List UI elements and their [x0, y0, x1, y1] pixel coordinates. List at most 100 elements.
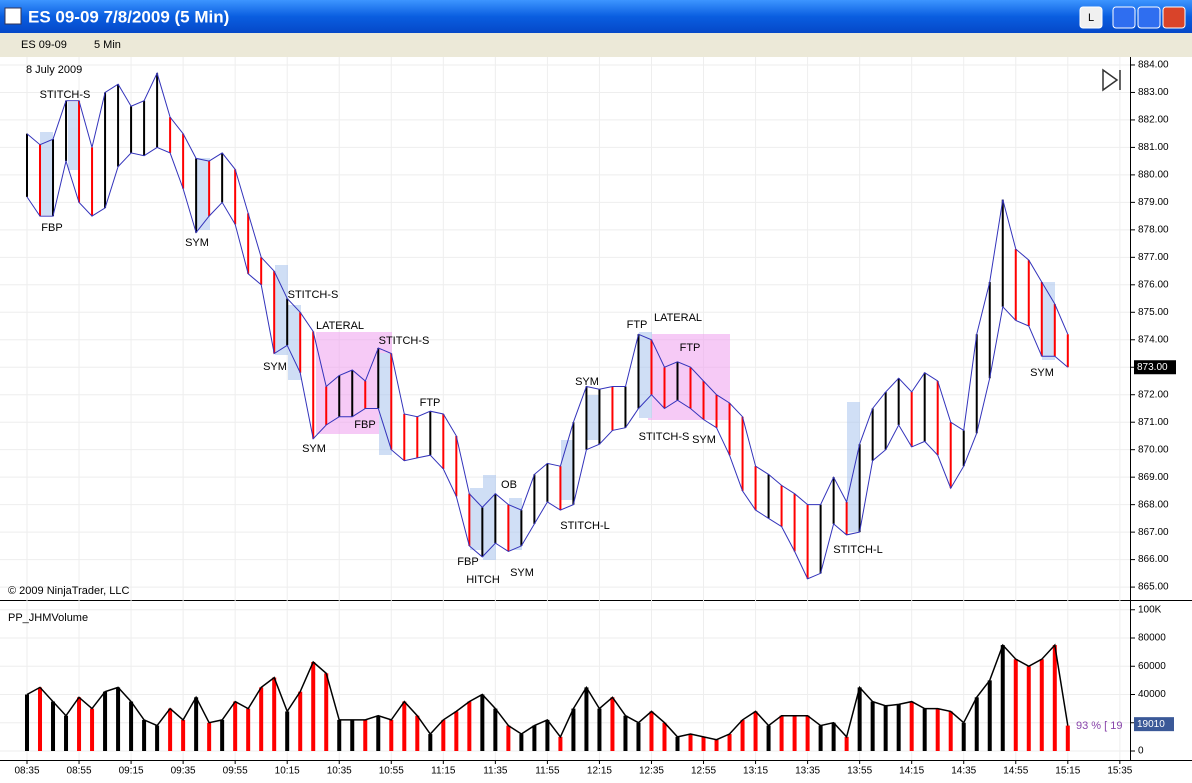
- annotation: FBP: [354, 419, 375, 431]
- zone: [40, 132, 53, 215]
- x-tick-label: 13:15: [743, 766, 768, 777]
- volume-bar: [532, 725, 537, 751]
- volume-bar: [1039, 659, 1044, 751]
- annotation: STITCH-L: [560, 520, 610, 532]
- volume-bar: [38, 687, 43, 751]
- volume-bar: [116, 687, 121, 751]
- instrument-selector[interactable]: ES 09-09: [21, 39, 67, 51]
- annotation: STITCH-L: [833, 544, 883, 556]
- volume-bar: [311, 662, 316, 751]
- y-tick-label: 0: [1138, 746, 1144, 757]
- y-tick-label: 865.00: [1138, 582, 1169, 593]
- volume-bar: [77, 697, 82, 751]
- volume-bar: [714, 739, 719, 751]
- zone: [1042, 282, 1055, 360]
- volume-bar: [376, 715, 381, 751]
- y-tick-label: 868.00: [1138, 499, 1169, 510]
- volume-line: [26, 643, 1069, 741]
- zone: [483, 475, 496, 560]
- volume-bar: [441, 719, 446, 751]
- x-tick-label: 11:55: [535, 766, 560, 777]
- volume-bar: [142, 719, 147, 751]
- date-label: 8 July 2009: [26, 64, 82, 76]
- zone: [509, 498, 522, 550]
- y-tick-label: 871.00: [1138, 417, 1169, 428]
- zone: [470, 488, 483, 550]
- x-tick-label: 13:35: [795, 766, 820, 777]
- l-button[interactable]: [1079, 6, 1103, 29]
- y-tick-label: 882.00: [1138, 115, 1169, 126]
- interval-selector[interactable]: 5 Min: [94, 39, 121, 51]
- volume-bar: [428, 734, 433, 751]
- annotation: HITCH: [466, 574, 500, 586]
- y-tick-label: 80000: [1138, 633, 1166, 644]
- shading: [40, 102, 1055, 560]
- scroll-end-button[interactable]: [1102, 68, 1121, 92]
- volume-bar: [1052, 645, 1057, 751]
- x-tick-label: 10:35: [327, 766, 352, 777]
- y-tick-label: 866.00: [1138, 554, 1169, 565]
- volume-bar: [974, 697, 979, 751]
- volume-bar: [675, 736, 680, 751]
- x-tick-label: 12:55: [691, 766, 716, 777]
- volume-bar: [155, 725, 160, 751]
- volume-bar: [636, 722, 641, 751]
- y-tick-label: 884.00: [1138, 60, 1169, 71]
- zone: [587, 395, 600, 440]
- volume-bar: [883, 705, 888, 751]
- x-tick-label: 08:55: [67, 766, 92, 777]
- minimize-button[interactable]: [1112, 6, 1136, 29]
- volume-bar: [584, 687, 589, 751]
- volume-bar: [350, 719, 355, 751]
- x-tick-label: 11:35: [483, 766, 508, 777]
- volume-bar: [701, 736, 706, 751]
- y-tick-label: 100K: [1138, 604, 1162, 615]
- volume-bar: [558, 736, 563, 751]
- x-tick-label: 15:15: [1055, 766, 1080, 777]
- volume-bar: [805, 715, 810, 751]
- y-tick-label: 870.00: [1138, 444, 1169, 455]
- x-tick-label: 08:35: [14, 766, 39, 777]
- maximize-button[interactable]: [1137, 6, 1161, 29]
- x-tick-label: 10:55: [379, 766, 404, 777]
- volume-bar: [844, 736, 849, 751]
- volume-bar: [402, 701, 407, 751]
- volume-bar: [649, 711, 654, 751]
- copyright: © 2009 NinjaTrader, LLC: [8, 585, 129, 597]
- volume-bar: [1000, 645, 1005, 751]
- y-tick-label: 880.00: [1138, 170, 1169, 181]
- annotation: LATERAL: [316, 320, 364, 332]
- annotation: OB: [501, 479, 517, 491]
- volume-bar: [337, 719, 342, 751]
- app-icon: [4, 7, 22, 25]
- last-price-box: [1134, 360, 1176, 375]
- title-bar: [0, 0, 1192, 33]
- annotation: FTP: [680, 342, 701, 354]
- x-tick-label: 15:35: [1107, 766, 1132, 777]
- annotation: STITCH-S: [639, 431, 690, 443]
- volume-bar: [610, 697, 615, 751]
- volume-bar: [948, 711, 953, 751]
- zone: [379, 353, 392, 455]
- x-tick-label: 12:35: [639, 766, 664, 777]
- x-tick-label: 14:35: [951, 766, 976, 777]
- zone: [561, 440, 574, 500]
- volume-bar: [272, 677, 277, 751]
- volume-bar: [623, 715, 628, 751]
- volume-bar: [766, 725, 771, 751]
- volume-bar: [1026, 666, 1031, 751]
- l-glyph: L: [1088, 12, 1094, 24]
- volume-bar: [454, 711, 459, 751]
- annotation: STITCH-S: [379, 335, 430, 347]
- annotation: SYM: [302, 443, 326, 455]
- annotation: SYM: [263, 361, 287, 373]
- zone: [197, 158, 210, 230]
- volume-bar: [220, 719, 225, 751]
- close-button[interactable]: [1162, 6, 1186, 29]
- y-tick-label: 879.00: [1138, 197, 1169, 208]
- percent-label: 93 % [ 19: [1076, 720, 1122, 732]
- last-volume-box: [1134, 717, 1174, 732]
- axis-panel: [1130, 57, 1192, 760]
- x-tick-label: 12:15: [587, 766, 612, 777]
- volume-bar: [129, 701, 134, 751]
